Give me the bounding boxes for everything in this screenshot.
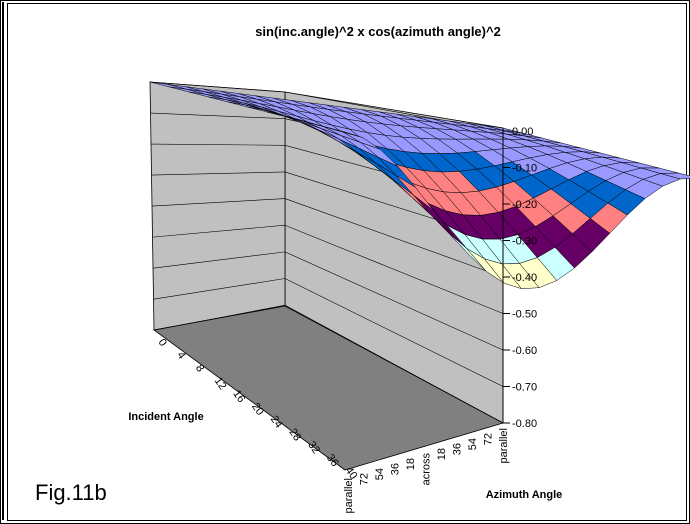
incident-axis-label: Incident Angle bbox=[128, 411, 203, 423]
back-gridline bbox=[284, 304, 504, 424]
incident-tick-label: 0 bbox=[156, 337, 169, 349]
left-frame-strip bbox=[2, 2, 4, 520]
azimuth-tick-label: across bbox=[421, 453, 433, 486]
side-gridline bbox=[149, 81, 286, 93]
side-gridline bbox=[153, 278, 286, 300]
back-gridline bbox=[284, 278, 504, 387]
chart-title: sin(inc.angle)^2 x cos(azimuth angle)^2 bbox=[255, 24, 501, 39]
side-gridline bbox=[151, 143, 286, 146]
incident-tick-label: 8 bbox=[193, 362, 206, 374]
incident-tick-label: 24 bbox=[268, 414, 285, 431]
chart-surface bbox=[149, 81, 690, 290]
z-tick-label: -0.80 bbox=[512, 418, 537, 430]
figure-label: Fig.11b bbox=[35, 480, 107, 505]
side-gridline bbox=[152, 198, 286, 207]
side-gridline bbox=[152, 224, 286, 238]
azimuth-tick-label: 54 bbox=[467, 438, 479, 450]
side-gridline bbox=[151, 171, 286, 176]
incident-tick-label: 4 bbox=[174, 350, 187, 362]
back-gridline bbox=[284, 251, 504, 351]
z-tick-label: 0.00 bbox=[512, 126, 533, 138]
incident-tick-label: 20 bbox=[249, 401, 266, 418]
incident-tick-label: 36 bbox=[324, 452, 341, 469]
z-tick-label: -0.60 bbox=[512, 345, 537, 357]
side-wall bbox=[149, 81, 286, 331]
side-gridline bbox=[150, 112, 286, 119]
azimuth-tick-label: 36 bbox=[390, 463, 402, 475]
incident-tick-label: 28 bbox=[286, 426, 303, 443]
azimuth-axis-ticks: parallel 72 54 36 18 across 18 36 54 72 parallel bbox=[343, 428, 510, 513]
incident-tick-label: 32 bbox=[305, 439, 322, 456]
chart-frame bbox=[7, 3, 687, 521]
azimuth-axis-label: Azimuth Angle bbox=[486, 489, 563, 501]
back-gridline bbox=[284, 224, 504, 314]
azimuth-tick-label: 54 bbox=[374, 468, 386, 480]
z-tick-label: -0.70 bbox=[512, 382, 537, 394]
side-gridline bbox=[153, 251, 286, 269]
incident-tick-label: 12 bbox=[212, 375, 229, 392]
back-gridline bbox=[284, 198, 504, 278]
z-tick-label: -0.10 bbox=[512, 163, 537, 175]
azimuth-tick-label: parallel bbox=[498, 428, 510, 463]
z-tick-label: -0.50 bbox=[512, 309, 537, 321]
azimuth-tick-label: 72 bbox=[359, 473, 371, 485]
incident-tick-label: 16 bbox=[230, 388, 247, 405]
azimuth-tick-label: 72 bbox=[483, 433, 495, 445]
azimuth-tick-label: 18 bbox=[405, 458, 417, 470]
azimuth-tick-label: parallel bbox=[343, 478, 355, 513]
z-tick-label: -0.20 bbox=[512, 199, 537, 211]
incident-tick-label: 40 bbox=[343, 465, 360, 482]
azimuth-tick-label: 18 bbox=[436, 448, 448, 460]
side-gridline bbox=[154, 304, 286, 331]
z-axis-ticks: 0.00 -0.10 -0.20 -0.30 -0.40 -0.50 -0.60 -0.70 -… bbox=[502, 126, 537, 430]
z-tick-label: -0.30 bbox=[512, 236, 537, 248]
azimuth-tick-label: 36 bbox=[452, 443, 464, 455]
surface-facet bbox=[660, 172, 690, 180]
z-tick-label: -0.40 bbox=[512, 272, 537, 284]
